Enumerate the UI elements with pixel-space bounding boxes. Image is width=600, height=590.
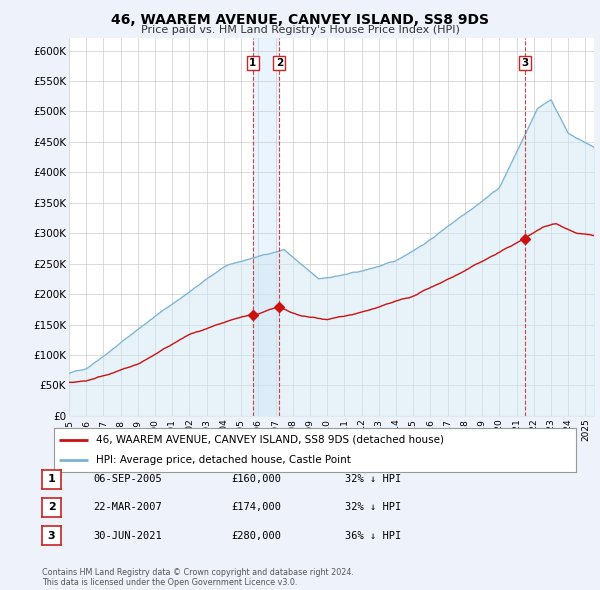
- Text: £160,000: £160,000: [231, 474, 281, 484]
- Text: 3: 3: [48, 531, 55, 540]
- Text: 2: 2: [276, 58, 283, 68]
- Text: £280,000: £280,000: [231, 531, 281, 540]
- Text: 30-JUN-2021: 30-JUN-2021: [93, 531, 162, 540]
- Text: HPI: Average price, detached house, Castle Point: HPI: Average price, detached house, Cast…: [96, 455, 350, 465]
- Text: 1: 1: [249, 58, 256, 68]
- Text: 2: 2: [48, 503, 55, 512]
- Text: 1: 1: [48, 474, 55, 484]
- Text: 46, WAAREM AVENUE, CANVEY ISLAND, SS8 9DS: 46, WAAREM AVENUE, CANVEY ISLAND, SS8 9D…: [111, 13, 489, 27]
- Text: 32% ↓ HPI: 32% ↓ HPI: [345, 474, 401, 484]
- Text: £174,000: £174,000: [231, 503, 281, 512]
- Text: Contains HM Land Registry data © Crown copyright and database right 2024.
This d: Contains HM Land Registry data © Crown c…: [42, 568, 354, 587]
- Text: 06-SEP-2005: 06-SEP-2005: [93, 474, 162, 484]
- Text: 32% ↓ HPI: 32% ↓ HPI: [345, 503, 401, 512]
- Text: 36% ↓ HPI: 36% ↓ HPI: [345, 531, 401, 540]
- Text: Price paid vs. HM Land Registry's House Price Index (HPI): Price paid vs. HM Land Registry's House …: [140, 25, 460, 35]
- Text: 3: 3: [521, 58, 529, 68]
- Bar: [253, 38, 280, 416]
- Text: 22-MAR-2007: 22-MAR-2007: [93, 503, 162, 512]
- Text: 46, WAAREM AVENUE, CANVEY ISLAND, SS8 9DS (detached house): 46, WAAREM AVENUE, CANVEY ISLAND, SS8 9D…: [96, 435, 444, 445]
